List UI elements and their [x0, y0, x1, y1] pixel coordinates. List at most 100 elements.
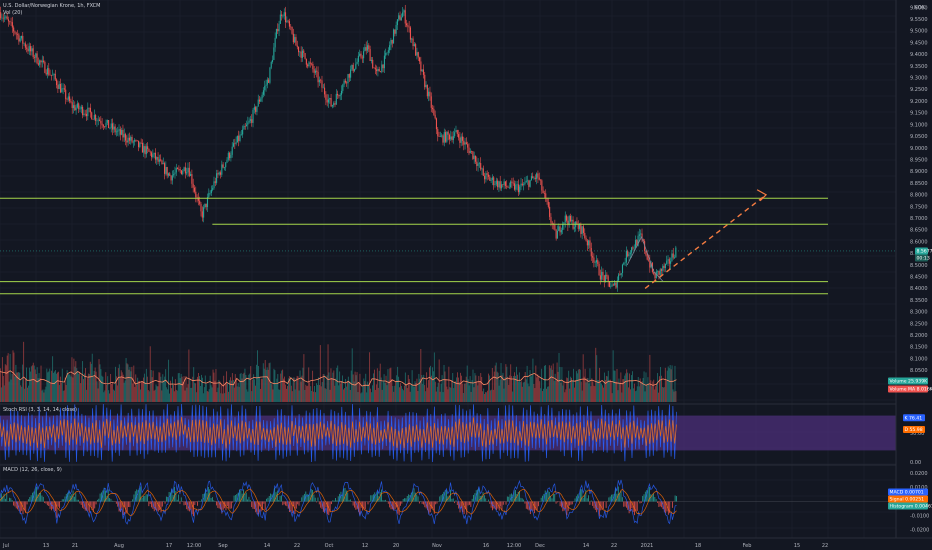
macd-histogram-bar: [498, 501, 500, 511]
macd-histogram-bar: [133, 494, 135, 502]
volume-bar: [259, 388, 261, 402]
volume-bar: [231, 373, 233, 402]
volume-bar: [116, 385, 118, 402]
candle-body: [439, 136, 441, 138]
candle-body: [273, 47, 275, 61]
candle-body: [657, 270, 659, 272]
macd-histogram-bar: [416, 494, 418, 502]
macd-histogram-bar: [253, 501, 255, 510]
candle-body: [624, 262, 626, 264]
macd-histogram-bar: [251, 501, 253, 508]
volume-bar: [181, 376, 183, 402]
macd-histogram-bar: [344, 487, 346, 502]
candle-body: [170, 175, 172, 181]
candle-body: [234, 143, 236, 144]
macd-histogram-bar: [473, 494, 474, 502]
volume-bar: [429, 367, 430, 402]
macd-histogram-bar: [471, 498, 473, 502]
volume-bar: [255, 385, 257, 402]
volume-bar: [427, 387, 429, 402]
volume-bar: [409, 391, 411, 402]
macd-histogram-bar: [140, 486, 142, 502]
volume-bar: [35, 374, 37, 402]
macd-histogram-bar: [341, 494, 343, 502]
candle-body: [569, 216, 572, 222]
projection-arrow[interactable]: [626, 189, 768, 289]
macd-histogram-bar: [516, 494, 518, 502]
candle-body: [534, 177, 536, 179]
macd-histogram-bar: [458, 501, 460, 509]
macd-histogram-bar: [239, 489, 240, 502]
macd-histogram-bar: [508, 496, 510, 502]
candle-body: [56, 79, 58, 86]
volume-bar: [559, 366, 561, 402]
volume-bar: [247, 391, 249, 402]
candle-body: [551, 222, 553, 224]
volume-bar: [189, 378, 191, 402]
volume-bar: [643, 371, 645, 402]
candle-body: [465, 142, 467, 145]
candle-body: [413, 44, 415, 47]
candle-body: [631, 247, 633, 253]
macd-histogram-bar: [446, 490, 447, 502]
candle-body: [9, 21, 11, 22]
macd-histogram-bar: [103, 487, 105, 502]
macd-histogram-bar: [462, 501, 464, 513]
candle-body: [485, 173, 487, 180]
macd-histogram-bar: [216, 501, 217, 506]
candle-body: [283, 12, 285, 17]
volume-bar: [103, 392, 105, 402]
time-axis[interactable]: Jul 13 21 Aug 17 12:00 Sep 14 22 Oct 12 20 Nov 16 12:0…: [0, 537, 932, 550]
volume-bar: [15, 364, 17, 402]
volume-bar: [614, 370, 616, 402]
candle-body: [620, 273, 622, 276]
candle-body: [223, 167, 225, 168]
volume-bar: [589, 368, 591, 402]
candle-body: [585, 237, 587, 241]
volume-bar: [524, 372, 526, 402]
macd-histogram-bar: [91, 501, 93, 510]
candle-body: [541, 180, 543, 191]
candle-body: [571, 219, 573, 222]
candle-body: [290, 26, 292, 28]
stoch-rsi-pane: [0, 403, 932, 463]
macd-histogram-bar: [221, 501, 223, 514]
volume-bar: [229, 377, 231, 402]
candle-body: [584, 232, 586, 238]
volume-bar: [553, 380, 555, 402]
candle-body: [209, 192, 211, 194]
volume-bar: [150, 369, 152, 402]
candle-body: [368, 45, 370, 50]
volume-bar: [188, 349, 190, 402]
volume-bar: [151, 377, 153, 402]
volume-bar: [34, 369, 36, 402]
macd-histogram-bar: [358, 501, 359, 512]
volume-bar: [350, 370, 352, 402]
volume-bar: [538, 377, 540, 402]
symbol-title[interactable]: U.S. Dollar/Norwegian Krone, 1h, FXCM: [3, 3, 100, 9]
volume-bar: [51, 370, 53, 402]
candle-body: [438, 136, 440, 137]
candle-body: [616, 280, 618, 288]
candle-body: [549, 206, 551, 217]
macd-histogram-bar: [584, 495, 585, 502]
volume-bar: [147, 390, 149, 402]
volume-bar: [361, 392, 363, 402]
volume-bar: [414, 381, 416, 402]
volume-bar: [383, 374, 385, 402]
macd-histogram-bar: [555, 501, 557, 504]
volume-bar: [448, 366, 450, 402]
macd-histogram-bar: [324, 501, 326, 514]
macd-title[interactable]: MACD (12, 26, close, 9): [3, 467, 62, 473]
volume-bar: [453, 388, 455, 402]
candle-body: [526, 180, 529, 182]
volume-bar: [33, 365, 35, 402]
histogram-badge: Histogram 0.00461: [890, 504, 932, 510]
support-resistance-lines[interactable]: [0, 197, 828, 295]
macd-histogram-bar: [233, 495, 235, 502]
macd-tick-label: -0.0200: [910, 528, 929, 534]
stoch-rsi-title[interactable]: Stoch RSI (3, 3, 14, 14, close): [3, 407, 77, 413]
price-axis[interactable]: 9.60009.55009.50009.45009.40009.35009.30…: [895, 0, 932, 538]
macd-histogram-bar: [336, 500, 338, 502]
